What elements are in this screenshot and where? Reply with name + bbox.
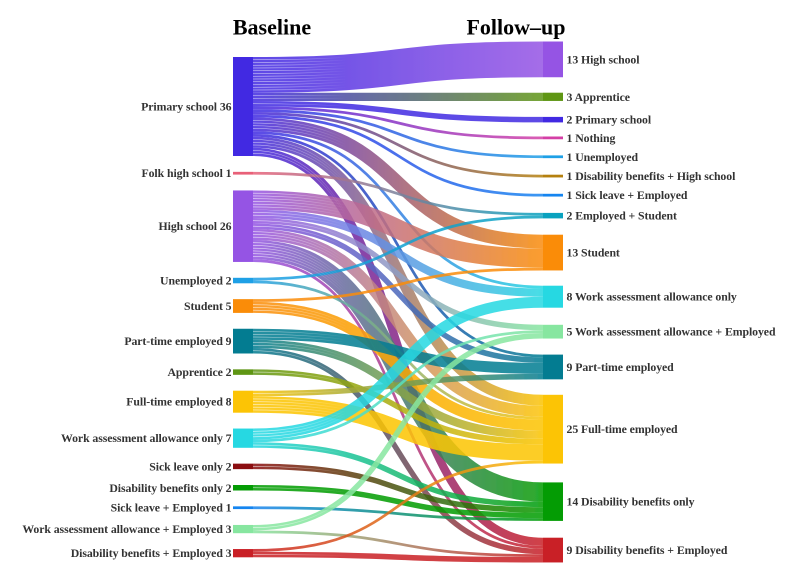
svg-text:Part-time employed 9: Part-time employed 9 [124, 334, 231, 348]
svg-text:Apprentice 2: Apprentice 2 [167, 365, 231, 379]
svg-text:Primary school 36: Primary school 36 [141, 100, 232, 114]
svg-text:Sick leave only 2: Sick leave only 2 [149, 459, 231, 473]
svg-text:25 Full-time employed: 25 Full-time employed [567, 422, 679, 436]
svg-text:Disability benefits + Employed: Disability benefits + Employed 3 [71, 546, 232, 560]
svg-text:Follow–up: Follow–up [466, 15, 565, 40]
svg-text:8 Work assessment allowance on: 8 Work assessment allowance only [567, 290, 737, 304]
svg-text:3 Apprentice: 3 Apprentice [567, 90, 630, 104]
svg-text:Full-time employed 8: Full-time employed 8 [126, 395, 231, 409]
svg-text:13 Student: 13 Student [567, 246, 620, 260]
svg-text:2 Employed + Student: 2 Employed + Student [567, 209, 677, 223]
svg-text:1 Unemployed: 1 Unemployed [567, 150, 639, 164]
svg-text:13 High school: 13 High school [567, 52, 641, 66]
svg-text:Disability benefits only 2: Disability benefits only 2 [109, 481, 231, 495]
svg-text:Student 5: Student 5 [184, 299, 232, 313]
svg-text:1 Disability benefits + High s: 1 Disability benefits + High school [567, 169, 737, 183]
svg-text:1 Nothing: 1 Nothing [567, 131, 616, 145]
svg-text:1 Sick leave + Employed: 1 Sick leave + Employed [567, 188, 688, 202]
svg-text:Work assessment allowance only: Work assessment allowance only 7 [61, 431, 232, 445]
svg-text:Work assessment allowance + Em: Work assessment allowance + Employed 3 [22, 522, 231, 536]
svg-text:14 Disability benefits only: 14 Disability benefits only [567, 495, 695, 509]
svg-text:5 Work assessment allowance +: 5 Work assessment allowance + Employed [567, 325, 776, 339]
svg-text:9 Disability benefits + Employ: 9 Disability benefits + Employed [567, 543, 728, 557]
svg-text:9 Part-time employed: 9 Part-time employed [567, 360, 675, 374]
svg-text:Folk high school 1: Folk high school 1 [141, 166, 231, 180]
svg-text:2 Primary school: 2 Primary school [567, 113, 652, 127]
svg-text:Unemployed 2: Unemployed 2 [160, 274, 232, 288]
svg-text:Baseline: Baseline [233, 15, 311, 40]
svg-text:High school 26: High school 26 [159, 219, 232, 233]
svg-text:Sick leave + Employed 1: Sick leave + Employed 1 [111, 501, 232, 515]
